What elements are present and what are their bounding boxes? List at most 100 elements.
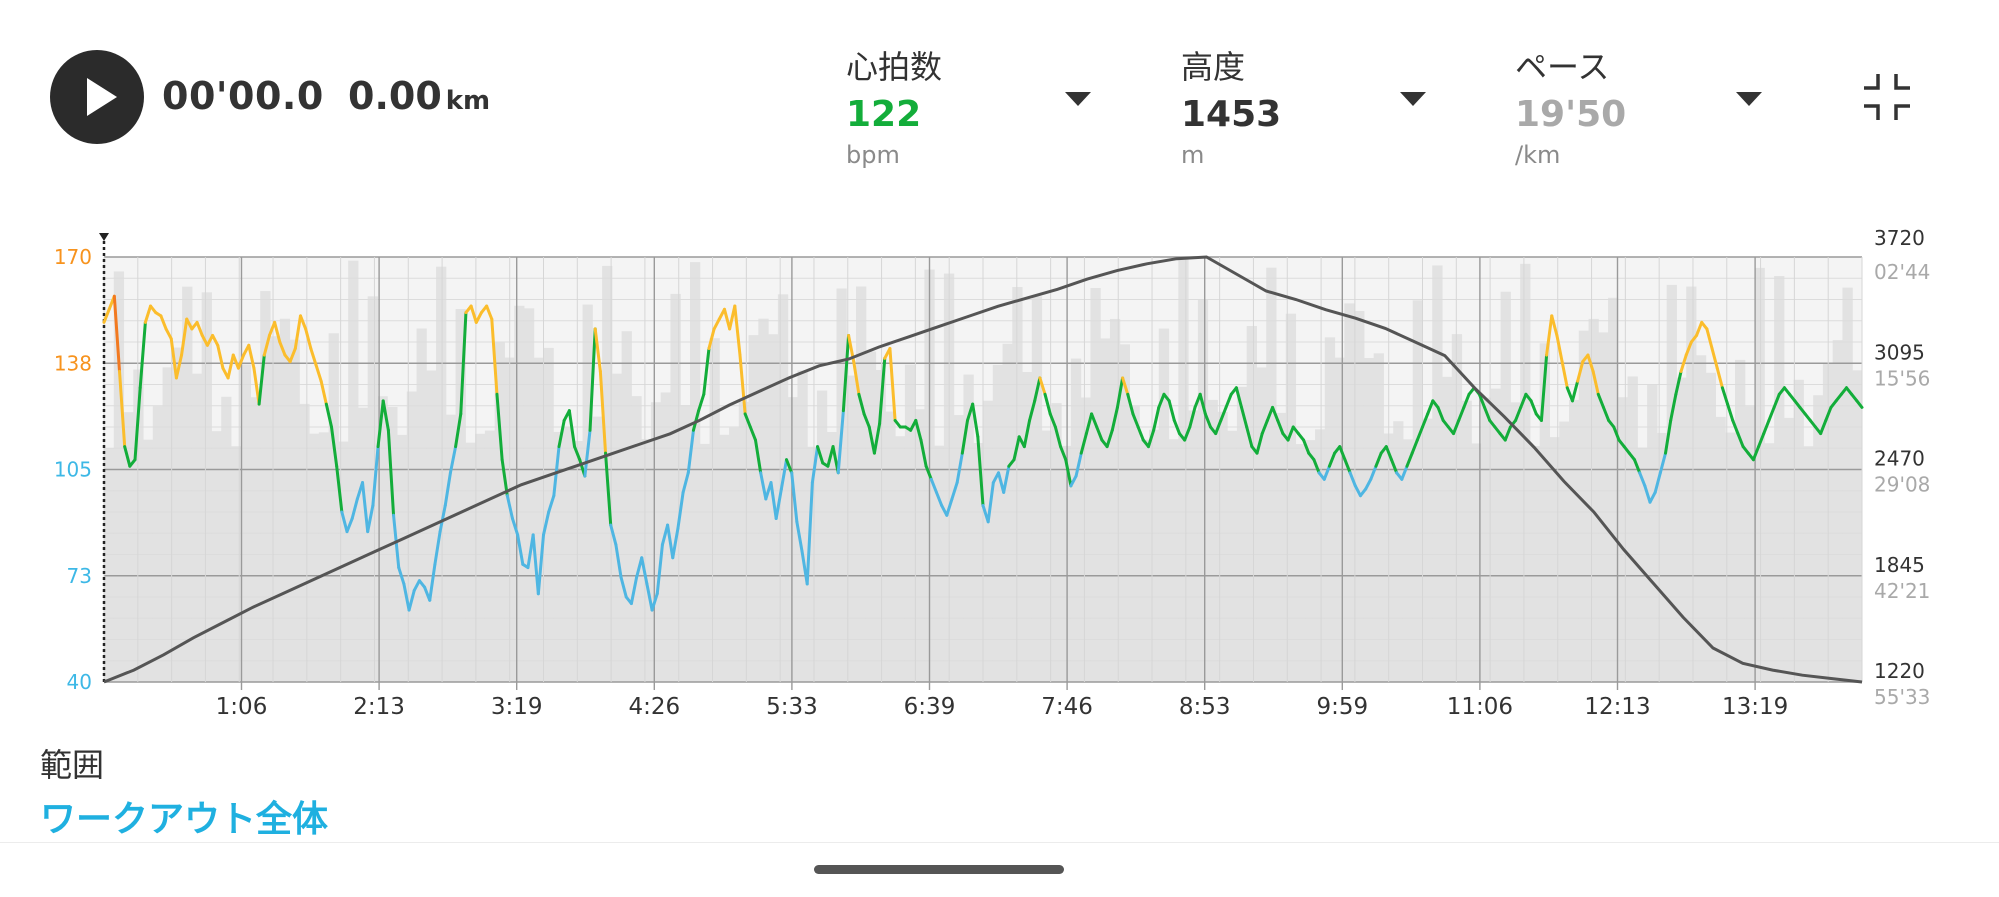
heart-rate-segment: [960, 418, 969, 455]
pace-bar: [1832, 340, 1843, 682]
metric-heart-rate[interactable]: 心拍数 122 bpm: [846, 42, 1096, 169]
heart-rate-segment: [1364, 477, 1373, 491]
heart-rate-segment: [1012, 435, 1021, 462]
heart-rate-segment: [686, 428, 695, 475]
heart-rate-segment: [774, 487, 783, 521]
heart-rate-segment: [407, 588, 416, 612]
heart-rate-segment: [583, 428, 592, 478]
pace-bar: [1031, 296, 1043, 682]
heart-rate-segment: [428, 562, 437, 602]
pace-tick-label: 42'21: [1874, 579, 1930, 603]
heart-rate-segment: [759, 471, 768, 501]
heart-rate-segment: [945, 497, 954, 517]
pace-bar: [865, 351, 877, 682]
pace-bar: [787, 397, 798, 682]
pace-bar: [690, 262, 701, 682]
chevron-down-icon[interactable]: [1065, 92, 1091, 106]
heart-rate-segment: [1550, 314, 1559, 337]
heart-rate-segment: [1638, 471, 1647, 488]
heart-rate-segment: [934, 490, 944, 507]
workout-chart[interactable]: 1:06 2:13 3:19 4:26 5:33 6:39 7:46 8:53 9:59 11:0…: [0, 210, 1999, 730]
x-tick-label: 6:39: [904, 694, 956, 720]
heart-rate-segment: [955, 451, 964, 485]
pace-bar: [348, 260, 359, 682]
heart-rate-segment: [216, 343, 225, 370]
pace-bar: [162, 367, 173, 682]
metric-value: 1453: [1181, 94, 1282, 135]
home-indicator[interactable]: [814, 865, 1064, 874]
heart-rate-segment: [510, 517, 520, 537]
heart-rate-segment: [180, 317, 189, 357]
heart-rate-segment: [1855, 399, 1864, 409]
heart-rate-segment: [676, 490, 685, 530]
heart-rate-segment: [231, 353, 240, 370]
heart-rate-segment: [205, 333, 215, 347]
pace-bar: [201, 292, 212, 682]
pace-bar: [1461, 400, 1472, 682]
hr-tick-label: 105: [54, 458, 92, 482]
heart-rate-segment: [1596, 392, 1605, 409]
heart-rate-segment: [164, 327, 173, 341]
heart-rate-segment: [1751, 445, 1761, 462]
range-label: 範囲: [40, 746, 105, 784]
metric-title: ペース: [1515, 48, 1610, 86]
x-tick-label: 8:53: [1179, 694, 1231, 720]
heart-rate-segment: [330, 425, 339, 468]
metric-pace[interactable]: ペース 19'50 /km: [1515, 42, 1765, 169]
heart-rate-segment: [490, 317, 499, 396]
pace-bar: [182, 286, 193, 682]
heart-rate-segment: [1157, 392, 1166, 409]
pace-bar: [338, 441, 349, 682]
heart-rate-segment: [1121, 376, 1130, 396]
pace-bar: [1373, 353, 1384, 682]
chevron-down-icon[interactable]: [1736, 92, 1762, 106]
heart-rate-segment: [1115, 376, 1125, 409]
pace-bar: [1569, 399, 1580, 682]
chevron-down-icon[interactable]: [1400, 92, 1426, 106]
heart-rate-segment: [1276, 418, 1285, 436]
pace-bar: [1207, 399, 1218, 682]
pace-bar: [885, 411, 896, 682]
collapse-button[interactable]: [1862, 72, 1912, 122]
pace-bar: [113, 271, 125, 682]
heart-rate-segment: [1084, 412, 1094, 436]
pace-bar: [611, 373, 623, 682]
heart-rate-segment: [645, 582, 654, 612]
pace-bar: [1559, 421, 1570, 682]
heart-rate-segment: [1245, 425, 1254, 449]
pace-bar: [172, 347, 183, 682]
metric-title: 高度: [1181, 48, 1246, 86]
heart-rate-segment: [459, 311, 468, 416]
pace-bar: [1149, 429, 1160, 682]
heart-rate-segment: [697, 392, 706, 413]
heart-rate-segment: [309, 347, 318, 367]
heart-rate-segment: [929, 477, 938, 494]
pace-bar: [328, 333, 339, 682]
heart-rate-segment: [1514, 405, 1523, 422]
metric-altitude[interactable]: 高度 1453 m: [1181, 42, 1431, 169]
heart-rate-segment: [722, 307, 732, 331]
pace-bar: [221, 396, 232, 682]
pace-bar: [1295, 444, 1306, 682]
pace-bar: [1813, 395, 1824, 682]
heart-rate-segment: [1720, 386, 1730, 406]
heart-rate-segment: [133, 386, 142, 462]
pace-bar: [1315, 429, 1326, 682]
pace-bar: [992, 364, 1004, 682]
play-button[interactable]: [50, 50, 144, 144]
heart-rate-segment: [702, 347, 711, 396]
heart-rate-segment: [1483, 405, 1492, 422]
pace-bar: [1539, 343, 1550, 682]
heart-rate-segment: [1452, 418, 1461, 436]
range-selector[interactable]: ワークアウト全体: [40, 799, 329, 840]
pace-bar: [1520, 263, 1531, 682]
pace-bar: [1578, 330, 1590, 682]
pace-bar: [641, 439, 652, 682]
heart-rate-segment: [1146, 428, 1156, 449]
x-tick-label: 1:06: [216, 694, 268, 720]
pace-bar: [1022, 371, 1033, 682]
heart-rate-segment: [257, 353, 266, 406]
heart-rate-segment: [1731, 418, 1740, 436]
metric-value: 19'50: [1515, 94, 1627, 135]
heart-rate-segment: [753, 438, 763, 475]
